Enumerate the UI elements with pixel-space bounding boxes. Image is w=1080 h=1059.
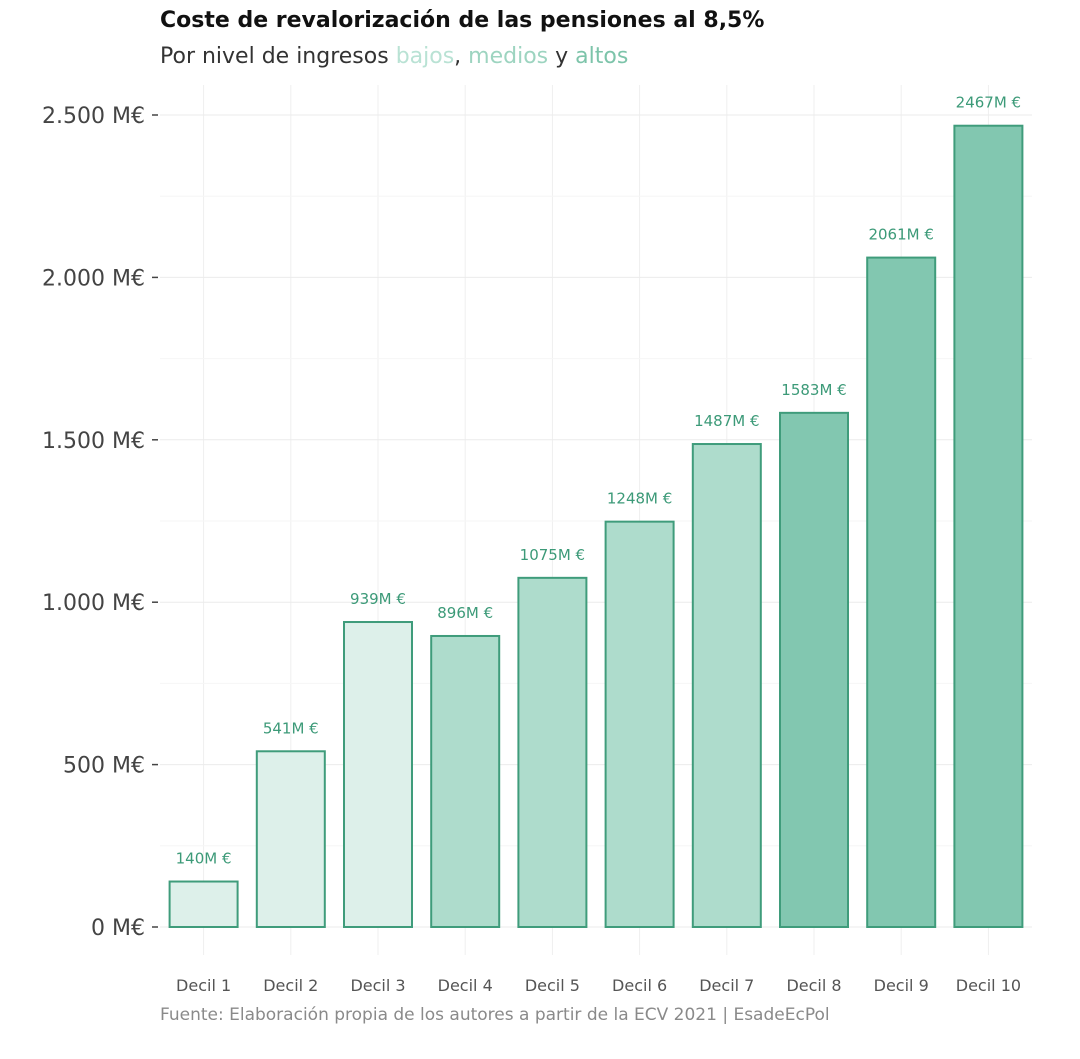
y-tick-label: 1.500 M€ xyxy=(42,429,145,454)
data-label: 896M € xyxy=(437,604,493,622)
subtitle-prefix: Por nivel de ingresos xyxy=(160,44,396,69)
subtitle-separator-2: y xyxy=(548,44,576,69)
bar-8 xyxy=(779,411,849,928)
x-tick-label: Decil 10 xyxy=(956,976,1021,995)
x-tick-label: Decil 6 xyxy=(612,976,667,995)
x-tick-label: Decil 1 xyxy=(176,976,231,995)
y-tick-label: 0 M€ xyxy=(91,916,145,941)
subtitle-low-label: bajos xyxy=(395,44,455,69)
y-tick-label: 1.000 M€ xyxy=(42,591,145,616)
x-tick-label: Decil 3 xyxy=(350,976,405,995)
subtitle-mid-label: medios xyxy=(468,44,549,69)
x-tick-label: Decil 5 xyxy=(525,976,580,995)
bar-1 xyxy=(168,880,239,929)
bar-3 xyxy=(343,621,413,929)
data-label: 140M € xyxy=(176,850,232,868)
subtitle-separator-1: , xyxy=(454,44,469,69)
y-tick-label: 2.500 M€ xyxy=(42,104,145,129)
data-label: 1583M € xyxy=(781,381,846,399)
bar-2 xyxy=(255,750,326,928)
chart-title: Coste de revalorización de las pensiones… xyxy=(160,8,765,33)
data-label: 1487M € xyxy=(694,412,759,430)
chart-subtitle: Por nivel de ingresos bajos, medios y al… xyxy=(160,44,628,69)
data-label: 939M € xyxy=(350,590,406,608)
data-label: 2061M € xyxy=(868,226,933,244)
data-label: 1248M € xyxy=(607,490,672,508)
bar-6 xyxy=(604,520,675,928)
y-tick-label: 2.000 M€ xyxy=(42,266,145,291)
x-tick-label: Decil 2 xyxy=(263,976,318,995)
bar-9 xyxy=(866,256,937,928)
x-tick-label: Decil 7 xyxy=(699,976,754,995)
x-tick-label: Decil 4 xyxy=(438,976,493,995)
y-tick-label: 500 M€ xyxy=(63,754,145,779)
x-tick-label: Decil 9 xyxy=(874,976,929,995)
bar-4 xyxy=(430,634,501,928)
bar-10 xyxy=(953,124,1024,929)
bar-7 xyxy=(691,443,762,928)
chart-caption: Fuente: Elaboración propia de los autore… xyxy=(160,1005,830,1025)
x-tick-label: Decil 8 xyxy=(786,976,841,995)
bar-5 xyxy=(517,576,588,929)
subtitle-high-label: altos xyxy=(575,44,629,69)
data-label: 2467M € xyxy=(956,94,1021,112)
data-label: 1075M € xyxy=(520,546,585,564)
data-label: 541M € xyxy=(263,719,319,737)
